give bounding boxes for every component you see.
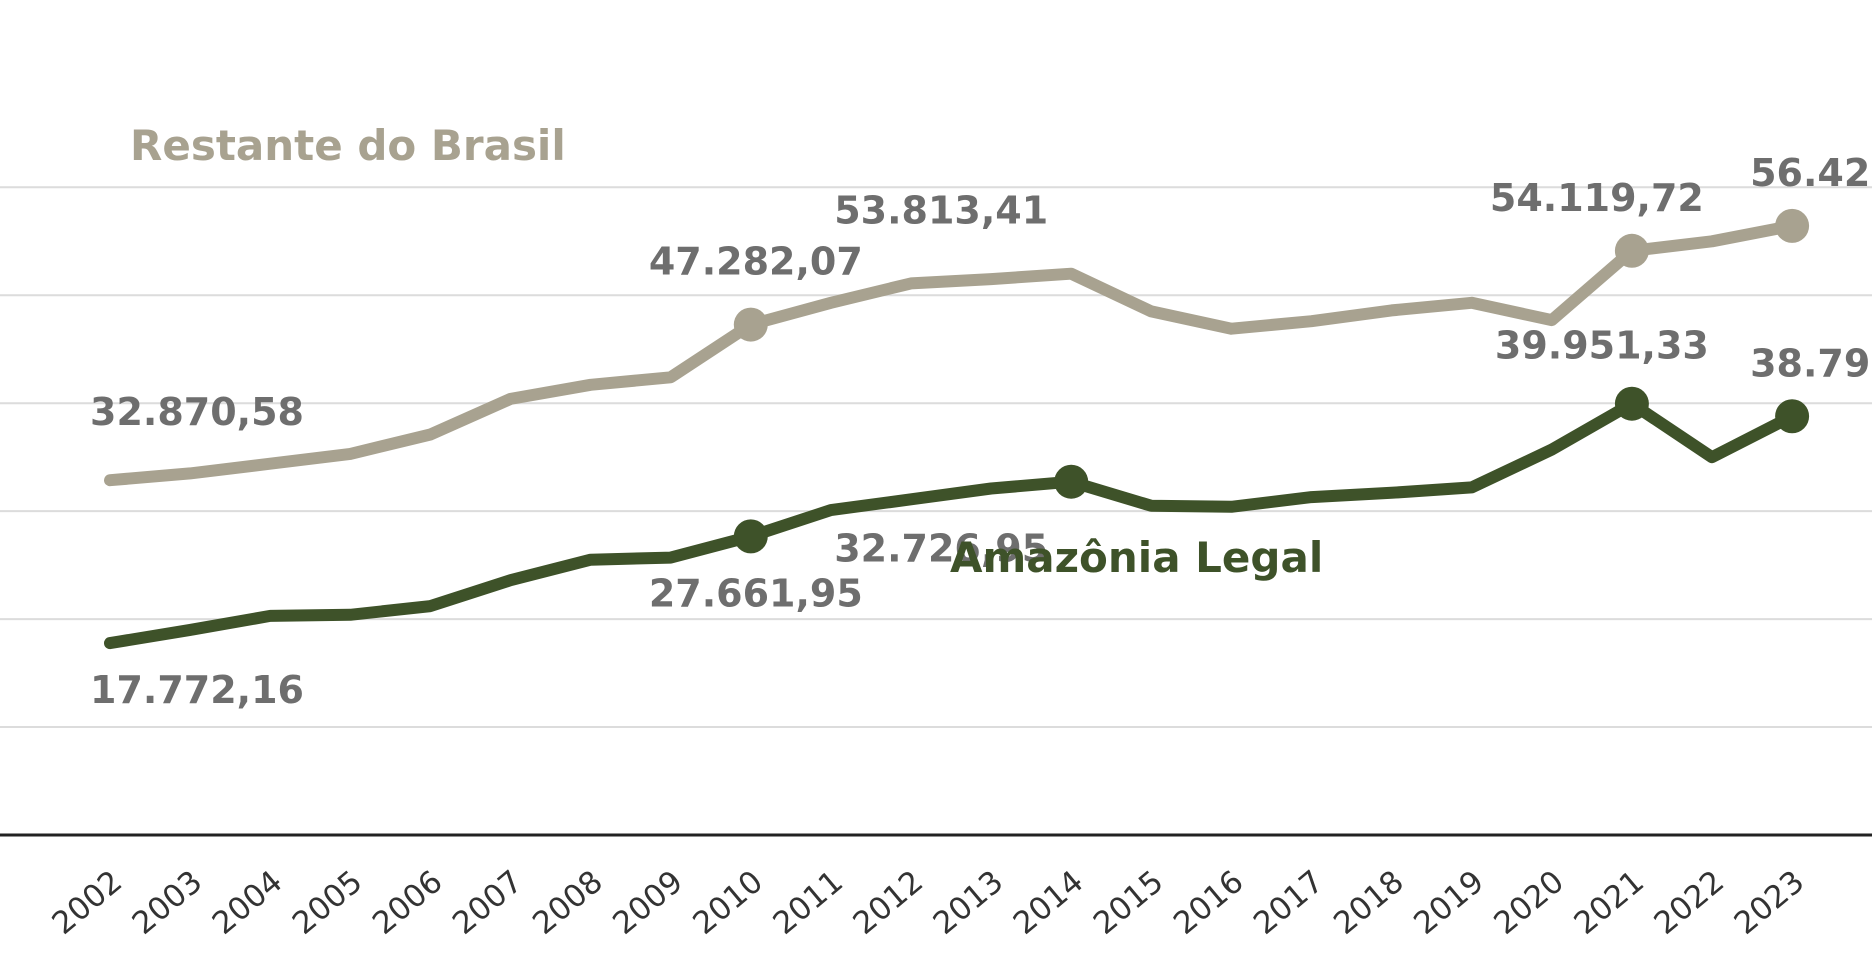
data-point-marker xyxy=(1614,233,1649,268)
x-tick-label: 2009 xyxy=(606,864,690,942)
x-tick-label: 2018 xyxy=(1327,864,1411,942)
data-label: 47.282,07 xyxy=(649,240,863,284)
data-label: 32.726,95 xyxy=(834,527,1048,571)
x-tick-label: 2019 xyxy=(1407,864,1491,942)
series-name-amazonia-legal: Amazônia Legal xyxy=(950,533,1323,582)
x-tick-labels: 2002200320042005200620072008200920102011… xyxy=(46,864,1812,942)
x-tick-label: 2020 xyxy=(1487,864,1571,942)
x-tick-label: 2005 xyxy=(286,864,370,942)
x-tick-label: 2014 xyxy=(1007,864,1091,942)
x-tick-label: 2013 xyxy=(927,864,1011,942)
data-label: 17.772,16 xyxy=(90,668,304,712)
data-labels: 32.870,58 47.282,07 53.813,41 54.119,72 56.4… xyxy=(90,151,1872,712)
x-tick-label: 2003 xyxy=(126,864,210,942)
x-tick-label: 2022 xyxy=(1648,864,1732,942)
x-tick-label: 2004 xyxy=(206,864,290,942)
x-tick-label: 2011 xyxy=(766,864,850,942)
data-label: 53.813,41 xyxy=(834,189,1048,233)
data-label: 54.119,72 xyxy=(1490,176,1704,220)
x-tick-label: 2012 xyxy=(847,864,931,942)
x-tick-label: 2002 xyxy=(46,864,130,942)
data-point-marker xyxy=(1775,208,1810,243)
data-label: 39.951,33 xyxy=(1495,324,1709,368)
data-point-marker xyxy=(1614,386,1649,421)
data-point-marker xyxy=(1775,399,1810,434)
x-tick-label: 2021 xyxy=(1567,864,1651,942)
x-tick-label: 2008 xyxy=(526,864,610,942)
data-point-marker xyxy=(1054,464,1089,499)
x-tick-label: 2017 xyxy=(1247,864,1331,942)
data-label: 32.870,58 xyxy=(90,390,304,434)
data-label: 38.790,02 xyxy=(1750,341,1872,385)
x-tick-label: 2010 xyxy=(686,864,770,942)
data-label: 27.661,95 xyxy=(649,571,863,615)
series-layer xyxy=(104,208,1810,650)
series-line-0 xyxy=(104,219,1799,487)
data-label: 56.427,22 xyxy=(1750,151,1872,195)
series-name-restante-do-brasil: Restante do Brasil xyxy=(130,121,566,170)
x-tick-label: 2015 xyxy=(1087,864,1171,942)
series-line-1 xyxy=(104,397,1799,650)
x-tick-label: 2006 xyxy=(366,864,450,942)
x-tick-label: 2007 xyxy=(446,864,530,942)
x-tick-label: 2023 xyxy=(1728,864,1812,942)
data-point-marker xyxy=(733,307,768,342)
x-tick-label: 2016 xyxy=(1167,864,1251,942)
data-point-marker xyxy=(733,519,768,554)
